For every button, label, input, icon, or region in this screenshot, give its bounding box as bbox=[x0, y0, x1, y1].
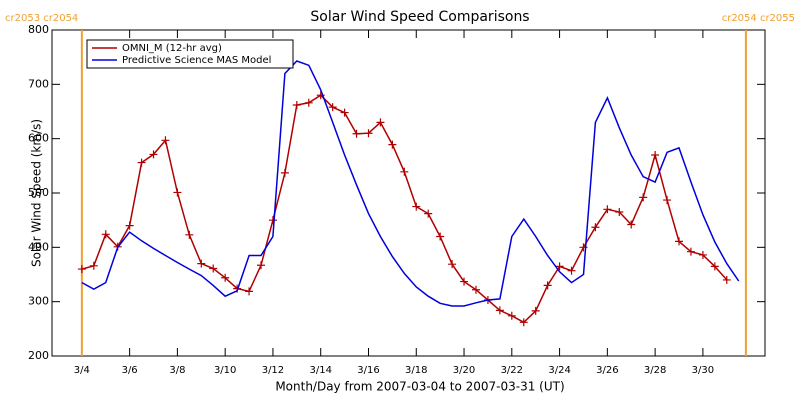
data-point bbox=[567, 266, 576, 275]
data-point bbox=[686, 247, 695, 256]
data-point bbox=[627, 220, 636, 229]
x-tick-label: 3/30 bbox=[692, 365, 714, 376]
data-point bbox=[436, 232, 445, 241]
y-tick-label: 400 bbox=[28, 240, 49, 253]
y-tick-label: 700 bbox=[28, 77, 49, 90]
y-tick-label: 500 bbox=[28, 186, 49, 199]
y-tick-label: 800 bbox=[28, 23, 49, 36]
data-point bbox=[448, 260, 457, 269]
legend-label: Predictive Science MAS Model bbox=[122, 55, 271, 66]
x-tick-label: 3/8 bbox=[169, 365, 185, 376]
data-point bbox=[591, 223, 600, 232]
y-tick-label: 200 bbox=[28, 349, 49, 362]
legend-box bbox=[86, 39, 294, 69]
chart-title: Solar Wind Speed Comparisons bbox=[310, 9, 529, 25]
data-point bbox=[651, 150, 660, 159]
data-point bbox=[245, 287, 254, 296]
data-point bbox=[639, 193, 648, 202]
data-point bbox=[412, 202, 421, 211]
data-point bbox=[603, 205, 612, 214]
data-point bbox=[519, 318, 528, 327]
data-point bbox=[304, 98, 313, 107]
data-point bbox=[77, 265, 86, 274]
data-point bbox=[507, 311, 516, 320]
data-point bbox=[340, 108, 349, 117]
data-point bbox=[615, 208, 624, 217]
data-point bbox=[89, 261, 98, 270]
x-tick-label: 3/18 bbox=[405, 365, 427, 376]
data-point bbox=[675, 237, 684, 246]
data-point bbox=[101, 230, 110, 239]
series-line bbox=[81, 60, 740, 307]
data-point bbox=[531, 306, 540, 315]
rotation-label: cr2053 cr2054 bbox=[5, 13, 78, 24]
data-point bbox=[257, 261, 266, 270]
data-point bbox=[197, 259, 206, 268]
data-point bbox=[149, 150, 158, 159]
data-point bbox=[376, 118, 385, 127]
data-point bbox=[280, 168, 289, 177]
data-point bbox=[722, 275, 731, 284]
data-point bbox=[364, 129, 373, 138]
y-tick-label: 300 bbox=[28, 295, 49, 308]
legend-label: OMNI_M (12-hr avg) bbox=[122, 43, 222, 54]
x-tick-label: 3/6 bbox=[122, 365, 138, 376]
data-point bbox=[185, 230, 194, 239]
x-tick-label: 3/4 bbox=[74, 365, 90, 376]
data-point bbox=[424, 209, 433, 218]
data-point bbox=[710, 262, 719, 271]
data-point bbox=[663, 196, 672, 205]
data-point bbox=[125, 221, 134, 230]
x-tick-label: 3/24 bbox=[548, 365, 570, 376]
x-axis-label: Month/Day from 2007-03-04 to 2007-03-31 … bbox=[275, 380, 564, 394]
data-point bbox=[400, 167, 409, 176]
data-point bbox=[221, 273, 230, 282]
data-point bbox=[495, 306, 504, 315]
data-point bbox=[292, 100, 301, 109]
series-line bbox=[81, 94, 728, 324]
data-point bbox=[698, 250, 707, 259]
data-point bbox=[268, 216, 277, 225]
x-tick-label: 3/12 bbox=[262, 365, 284, 376]
data-point bbox=[209, 264, 218, 273]
data-point bbox=[352, 129, 361, 138]
data-point bbox=[173, 188, 182, 197]
y-tick-label: 600 bbox=[28, 132, 49, 145]
x-tick-label: 3/16 bbox=[357, 365, 379, 376]
data-point bbox=[137, 158, 146, 167]
x-tick-label: 3/20 bbox=[453, 365, 475, 376]
data-point bbox=[460, 277, 469, 286]
x-tick-label: 3/22 bbox=[501, 365, 523, 376]
data-point bbox=[555, 262, 564, 271]
y-axis-label: Solar Wind Speed (km/s) bbox=[30, 119, 44, 267]
x-tick-label: 3/28 bbox=[644, 365, 666, 376]
x-tick-label: 3/10 bbox=[214, 365, 236, 376]
data-point bbox=[543, 281, 552, 290]
rotation-label: cr2054 cr2055 bbox=[722, 13, 795, 24]
data-point bbox=[328, 103, 337, 112]
x-tick-label: 3/14 bbox=[309, 365, 331, 376]
data-point bbox=[388, 140, 397, 149]
plot-frame bbox=[51, 29, 766, 357]
data-point bbox=[471, 285, 480, 294]
data-point bbox=[161, 136, 170, 145]
x-tick-label: 3/26 bbox=[596, 365, 618, 376]
